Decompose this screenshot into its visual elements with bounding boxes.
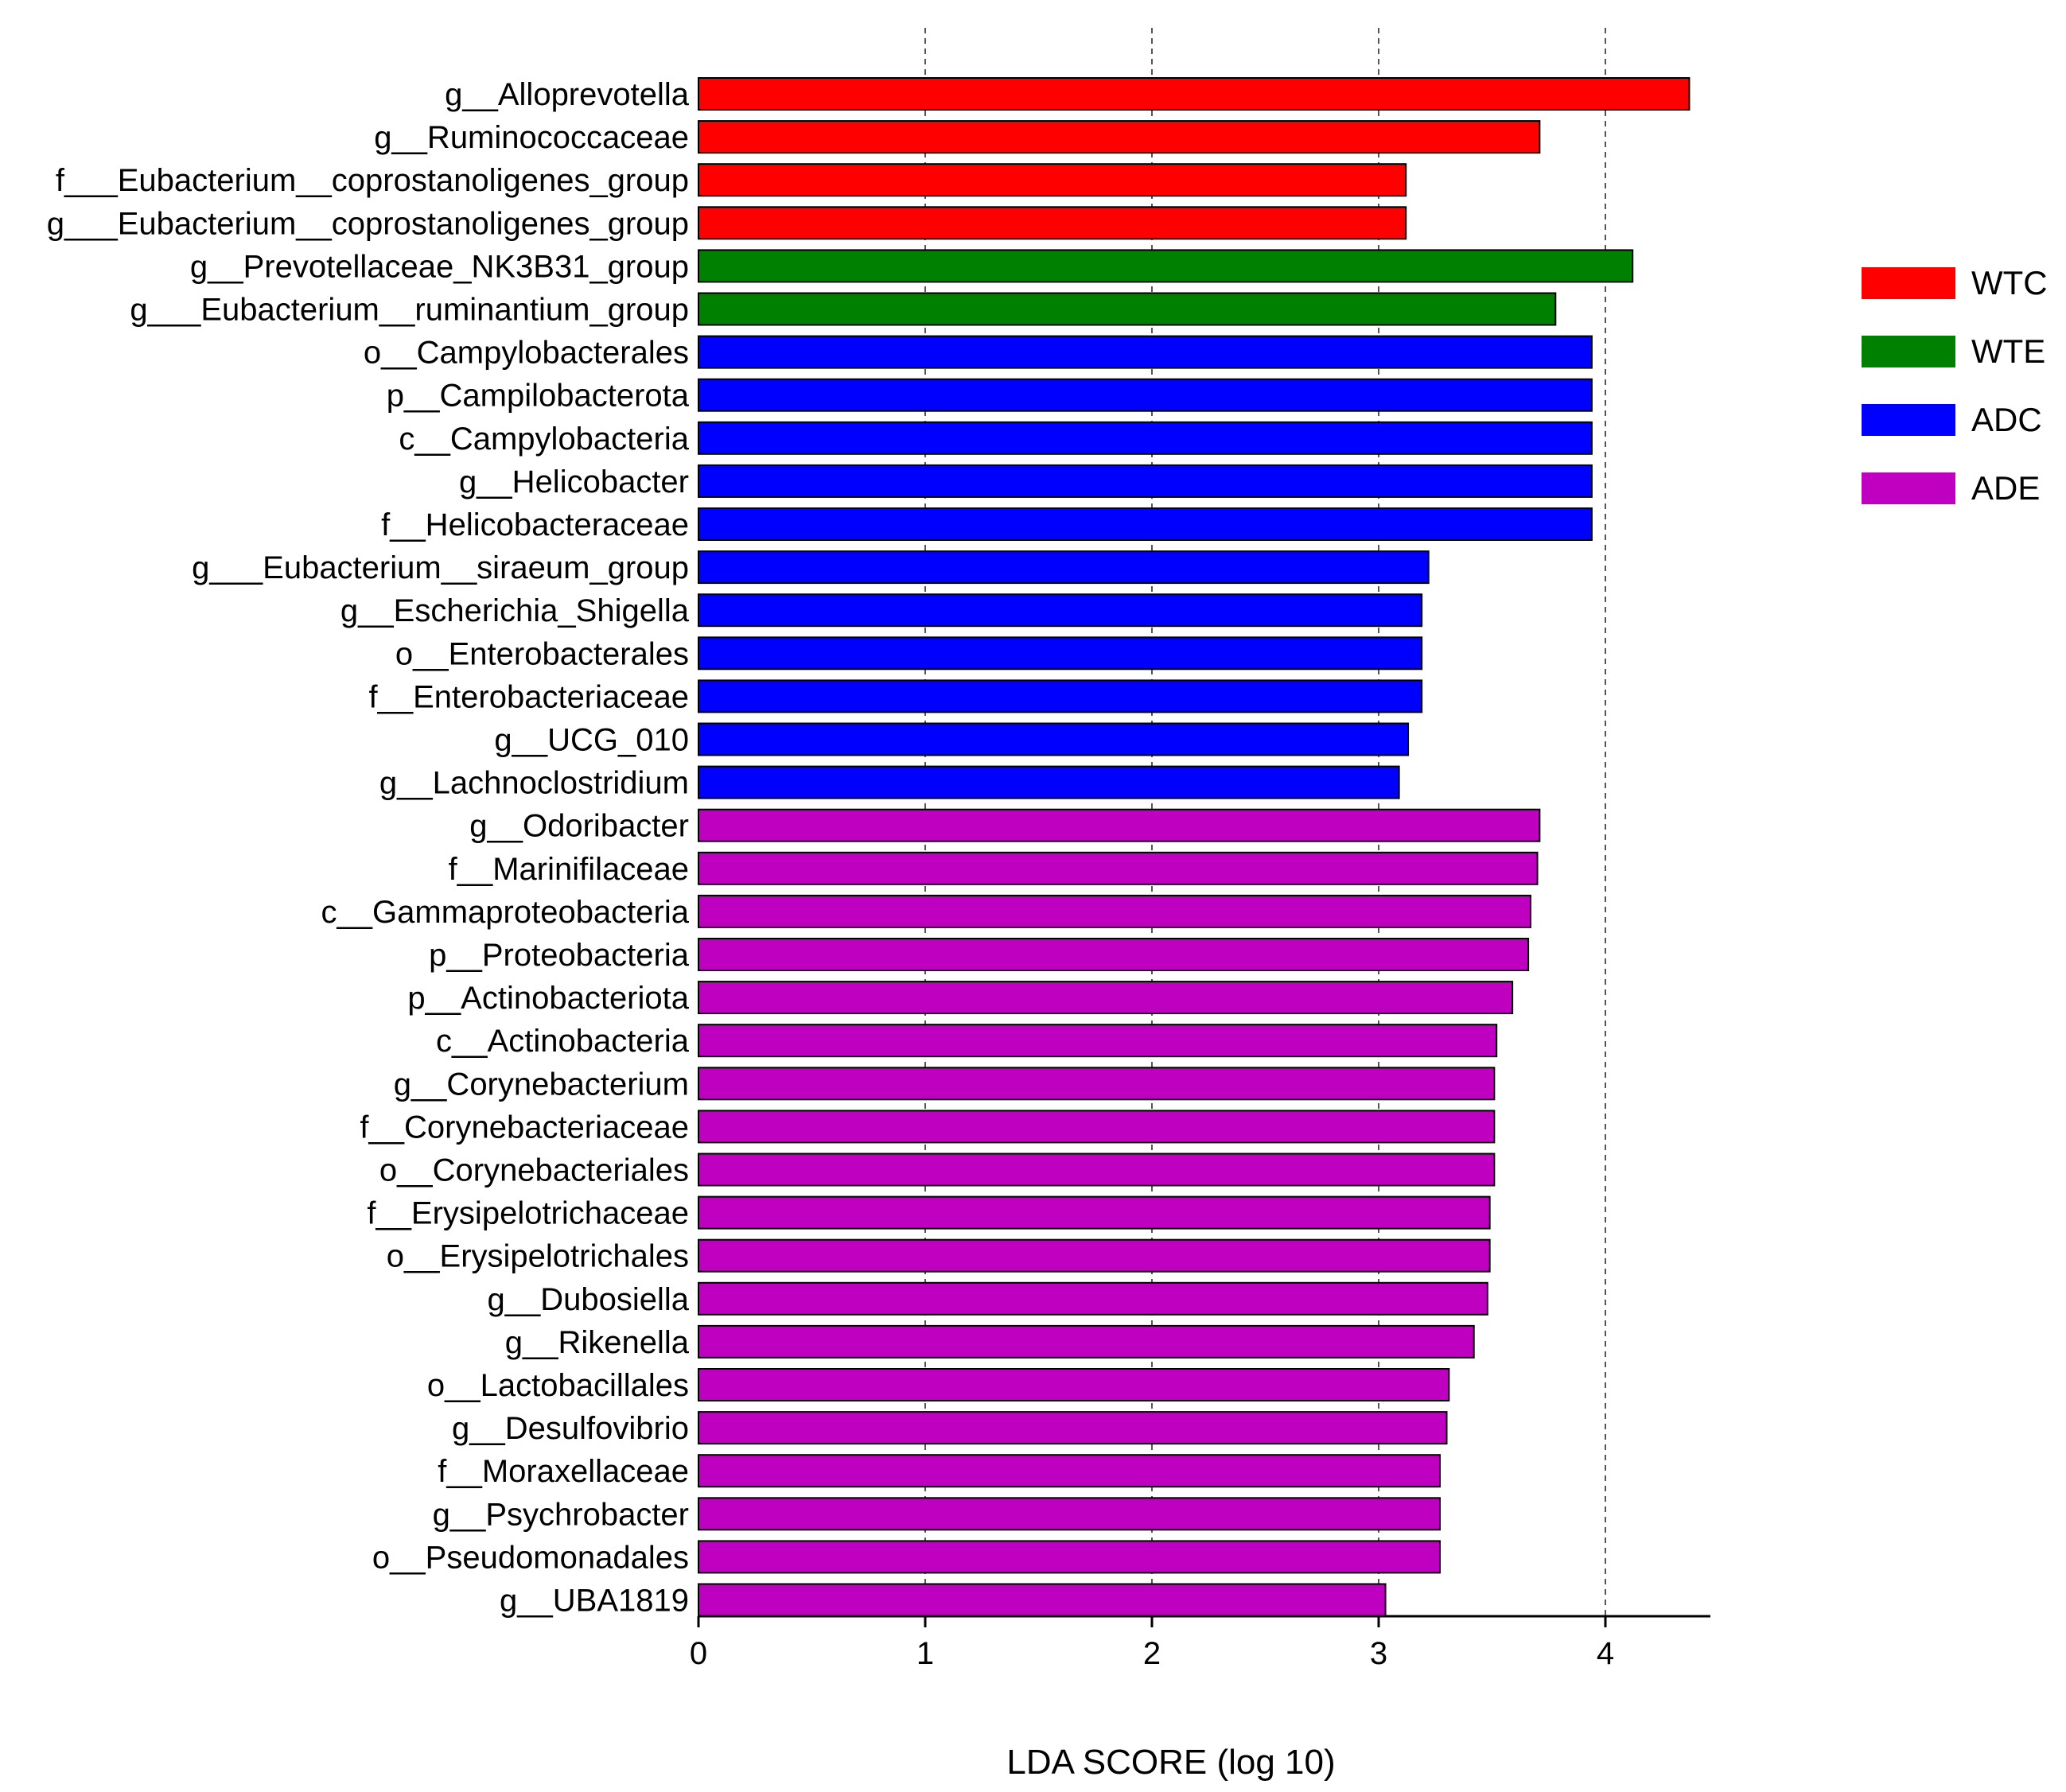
x-axis: 0 1 2 3 4 — [690, 1615, 1710, 1671]
bar-label-20: p__Proteobacteria — [429, 938, 690, 973]
bar-15 — [698, 722, 1410, 756]
bar-14 — [698, 679, 1423, 713]
bar-label-18: f__Marinifilaceae — [449, 852, 689, 887]
bar-label-24: f__Corynebacteriaceae — [360, 1110, 689, 1145]
bar-label-4: g__Prevotellaceae_NK3B31_group — [190, 249, 689, 284]
bar-label-2: f___Eubacterium__coprostanoligenes_group — [56, 163, 689, 198]
bar-6 — [698, 335, 1593, 369]
bar-label-0: g__Alloprevotella — [445, 77, 690, 112]
x-tick-label-3: 3 — [1370, 1636, 1387, 1671]
bar-label-28: g__Dubosiella — [487, 1282, 689, 1317]
bar-label-21: p__Actinobacteriota — [407, 981, 689, 1016]
bar-23 — [698, 1067, 1496, 1101]
bar-label-17: g__Odoribacter — [469, 809, 689, 844]
bar-34 — [698, 1540, 1441, 1574]
bar-2 — [698, 163, 1407, 197]
bar-label-27: o__Erysipelotrichales — [387, 1239, 689, 1274]
bar-label-14: f__Enterobacteriaceae — [369, 679, 690, 714]
bar-label-30: o__Lactobacillales — [427, 1368, 689, 1403]
x-tick-label-4: 4 — [1597, 1636, 1614, 1671]
bar-11 — [698, 550, 1430, 585]
bar-18 — [698, 851, 1539, 885]
legend-swatch-wtc — [1862, 267, 1955, 299]
bar-24 — [698, 1110, 1496, 1144]
bar-30 — [698, 1368, 1450, 1401]
bar-label-29: g__Rikenella — [505, 1325, 690, 1360]
category-labels: g__Alloprevotella g__Ruminococcaceae f___E… — [47, 77, 690, 1619]
legend-label-wte: WTE — [1971, 332, 2045, 370]
bar-10 — [698, 507, 1593, 541]
bar-label-13: o__Enterobacterales — [395, 636, 689, 671]
bar-27 — [698, 1238, 1491, 1273]
bar-19 — [698, 894, 1531, 928]
bar-5 — [698, 292, 1557, 326]
bar-29 — [698, 1324, 1475, 1359]
bar-28 — [698, 1281, 1488, 1316]
bars — [698, 77, 1691, 1617]
x-tick-label-2: 2 — [1143, 1636, 1161, 1671]
bar-1 — [698, 120, 1541, 154]
legend-swatch-wte — [1862, 336, 1955, 367]
bar-label-19: c__Gammaproteobacteria — [321, 895, 690, 930]
bar-label-11: g___Eubacterium__siraeum_group — [192, 550, 689, 585]
bar-label-6: o__Campylobacterales — [364, 336, 689, 371]
x-tick-label-0: 0 — [690, 1636, 707, 1671]
bar-label-22: c__Actinobacteria — [436, 1024, 690, 1059]
bar-9 — [698, 464, 1593, 498]
bar-20 — [698, 938, 1530, 971]
bar-label-35: g__UBA1819 — [500, 1584, 689, 1619]
bar-label-23: g__Corynebacterium — [394, 1067, 689, 1102]
bar-label-33: g__Psychrobacter — [433, 1497, 689, 1532]
bar-26 — [698, 1195, 1491, 1230]
bar-32 — [698, 1454, 1441, 1488]
bar-label-8: c__Campylobacteria — [399, 422, 689, 457]
bar-16 — [698, 765, 1400, 799]
bar-label-34: o__Pseudomonadales — [372, 1540, 689, 1575]
bar-label-5: g___Eubacterium__ruminantium_group — [130, 293, 689, 328]
bar-4 — [698, 249, 1634, 283]
bar-label-25: o__Corynebacteriales — [379, 1153, 689, 1188]
bar-label-31: g__Desulfovibrio — [452, 1411, 689, 1446]
bar-8 — [698, 421, 1593, 455]
x-axis-title: LDA SCORE (log 10) — [1006, 1743, 1335, 1782]
bar-label-15: g__UCG_010 — [494, 723, 689, 758]
bar-21 — [698, 981, 1514, 1015]
legend-swatch-adc — [1862, 404, 1955, 436]
bar-7 — [698, 378, 1593, 412]
bar-label-32: f__Moraxellaceae — [438, 1454, 689, 1489]
bar-label-3: g___Eubacterium__coprostanoligenes_group — [47, 206, 689, 241]
legend: WTC WTE ADC ADE — [1862, 264, 2048, 507]
bar-3 — [698, 206, 1407, 240]
bar-25 — [698, 1153, 1496, 1187]
bar-0 — [698, 77, 1691, 111]
bar-label-10: f__Helicobacteraceae — [381, 507, 689, 542]
bar-12 — [698, 593, 1423, 628]
bar-22 — [698, 1024, 1498, 1058]
bar-33 — [698, 1497, 1441, 1531]
bar-35 — [698, 1583, 1387, 1617]
legend-swatch-ade — [1862, 472, 1955, 504]
legend-label-ade: ADE — [1971, 469, 2040, 507]
bar-31 — [698, 1411, 1448, 1445]
x-tick-label-1: 1 — [916, 1636, 934, 1671]
bar-label-12: g__Escherichia_Shigella — [340, 593, 690, 628]
bar-label-1: g__Ruminococcaceae — [374, 120, 689, 155]
bar-13 — [698, 636, 1423, 671]
bar-label-7: p__Campilobacterota — [387, 379, 690, 414]
bar-label-9: g__Helicobacter — [459, 465, 689, 500]
bar-label-16: g__Lachnoclostridium — [379, 766, 689, 801]
legend-label-wtc: WTC — [1971, 264, 2048, 301]
bar-label-26: f__Erysipelotrichaceae — [367, 1196, 689, 1231]
bar-17 — [698, 808, 1541, 842]
legend-label-adc: ADC — [1971, 401, 2042, 438]
